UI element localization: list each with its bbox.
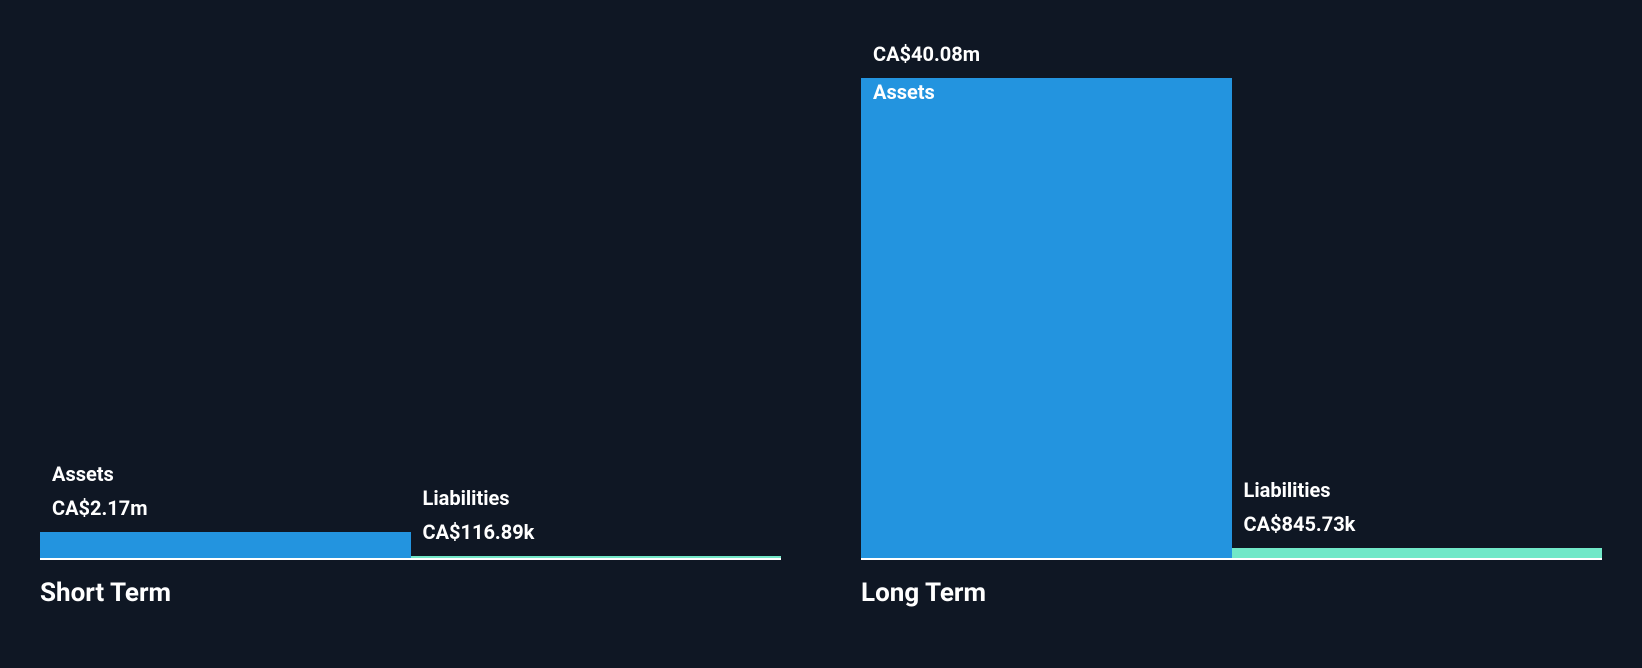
bar-long-assets	[861, 78, 1232, 558]
bar-label-short-liabilities: Liabilities CA$116.89k	[423, 486, 535, 544]
bar-long-liabilities	[1232, 548, 1603, 558]
label-assets-long: Assets	[873, 80, 935, 104]
bar-name-long-assets: Assets	[873, 80, 935, 114]
bar-value-long-assets: CA$40.08m	[873, 42, 980, 66]
value-short-liabilities: CA$116.89k	[423, 520, 535, 544]
chart-area-long: CA$40.08m Assets Liabilities CA$845.73k	[861, 0, 1602, 560]
panel-title-long: Long Term	[861, 578, 1602, 608]
bar-label-short-assets: Assets CA$2.17m	[52, 462, 148, 520]
panel-title-short: Short Term	[40, 578, 781, 608]
label-assets: Assets	[52, 462, 148, 486]
value-long-liabilities: CA$845.73k	[1244, 512, 1356, 536]
panel-long-term: CA$40.08m Assets Liabilities CA$845.73k …	[821, 0, 1642, 668]
label-liabilities: Liabilities	[423, 486, 535, 510]
chart-area-short: Assets CA$2.17m Liabilities CA$116.89k	[40, 0, 781, 560]
label-liabilities-long: Liabilities	[1244, 478, 1356, 502]
bar-short-assets	[40, 532, 411, 558]
bar-short-liabilities	[411, 556, 782, 558]
value-long-assets: CA$40.08m	[873, 42, 980, 66]
chart-container: Assets CA$2.17m Liabilities CA$116.89k S…	[0, 0, 1642, 668]
panel-short-term: Assets CA$2.17m Liabilities CA$116.89k S…	[0, 0, 821, 668]
value-short-assets: CA$2.17m	[52, 496, 148, 520]
bar-label-long-liabilities: Liabilities CA$845.73k	[1244, 478, 1356, 536]
